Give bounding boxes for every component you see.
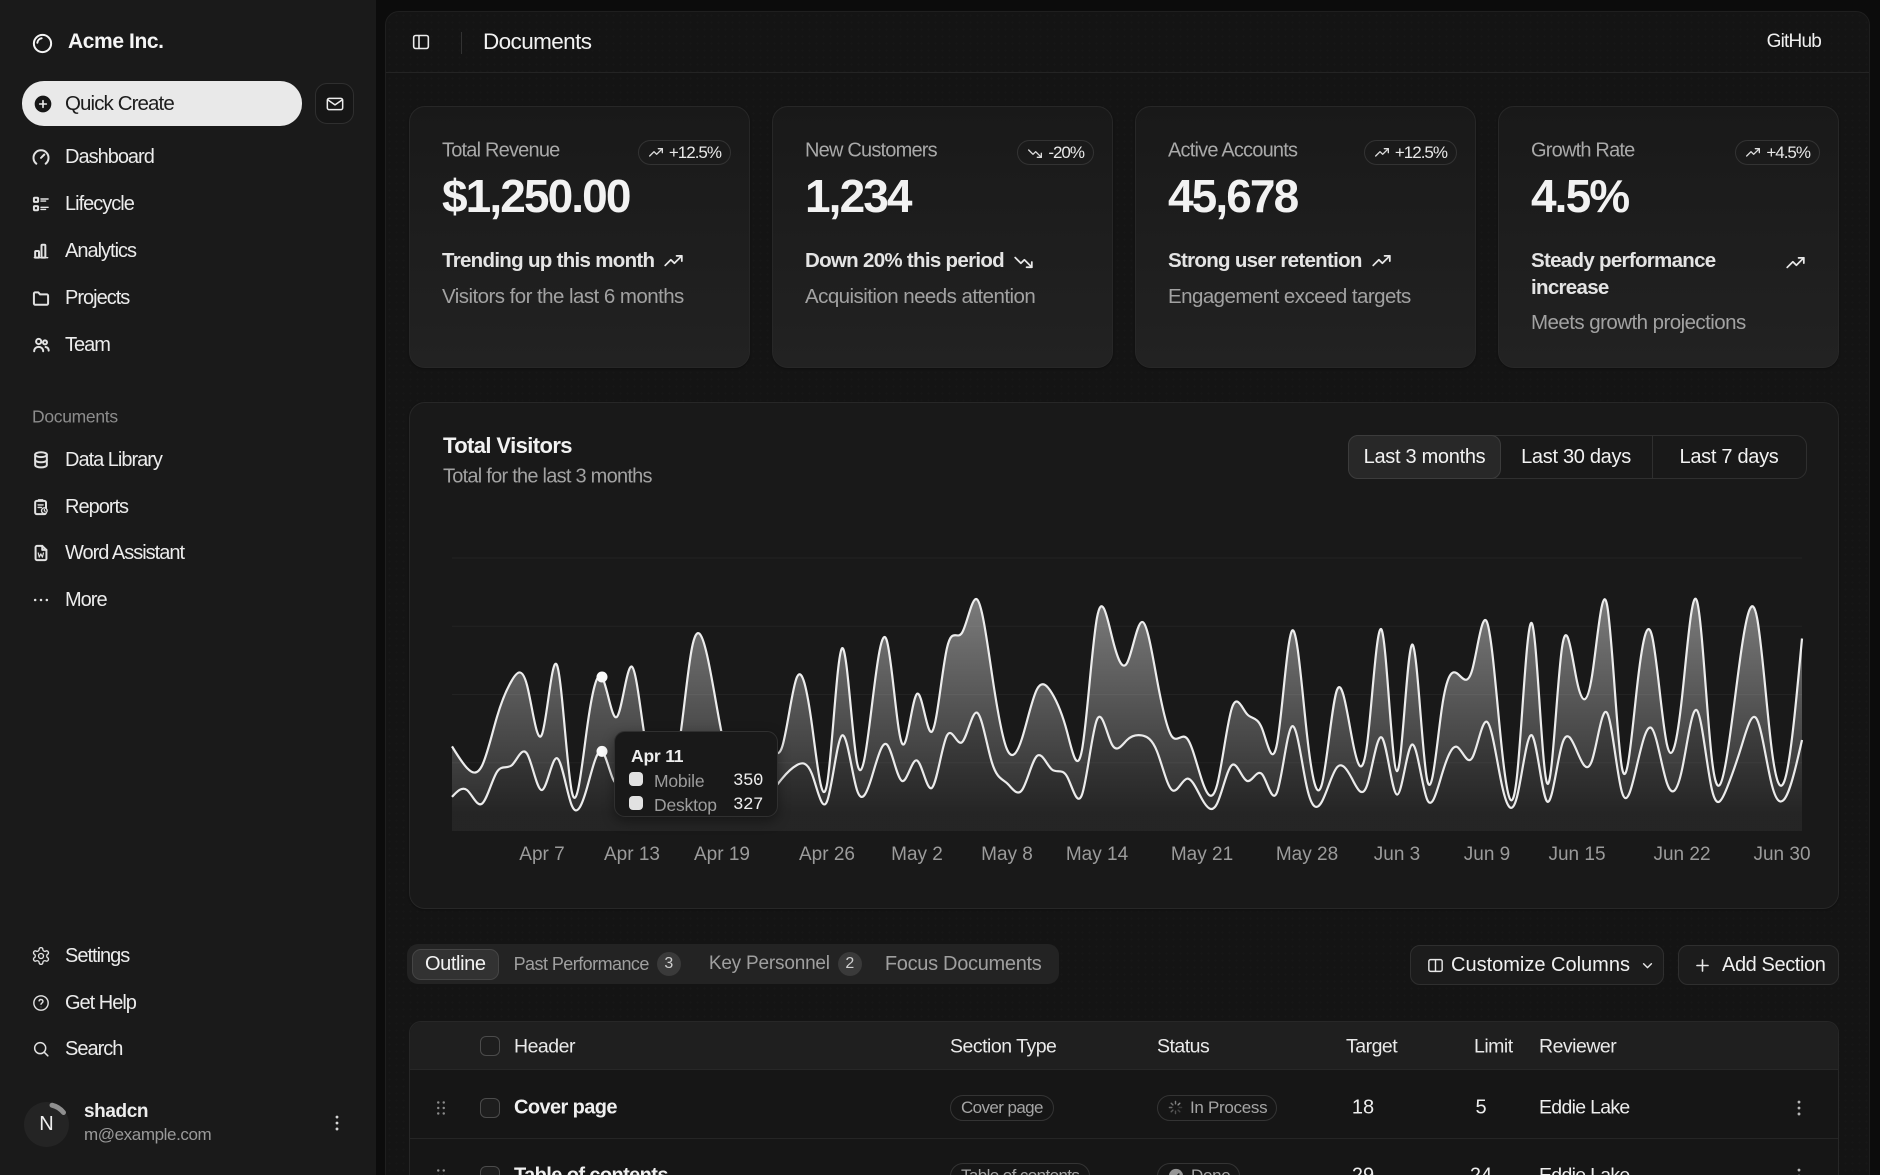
- svg-text:May 28: May 28: [1276, 844, 1338, 865]
- svg-text:Jun 15: Jun 15: [1548, 844, 1605, 865]
- svg-text:May 14: May 14: [1066, 844, 1129, 865]
- svg-text:May 2: May 2: [891, 844, 943, 865]
- svg-text:Jun 22: Jun 22: [1653, 844, 1710, 865]
- svg-text:Apr 26: Apr 26: [799, 844, 855, 865]
- svg-text:May 21: May 21: [1171, 844, 1233, 865]
- svg-text:Jun 30: Jun 30: [1753, 844, 1810, 865]
- svg-text:Apr 19: Apr 19: [694, 844, 750, 865]
- svg-text:May 8: May 8: [981, 844, 1033, 865]
- svg-text:Apr 13: Apr 13: [604, 844, 660, 865]
- svg-text:Jun 3: Jun 3: [1374, 844, 1420, 865]
- svg-text:Jun 9: Jun 9: [1464, 844, 1510, 865]
- svg-text:Apr 7: Apr 7: [519, 844, 564, 865]
